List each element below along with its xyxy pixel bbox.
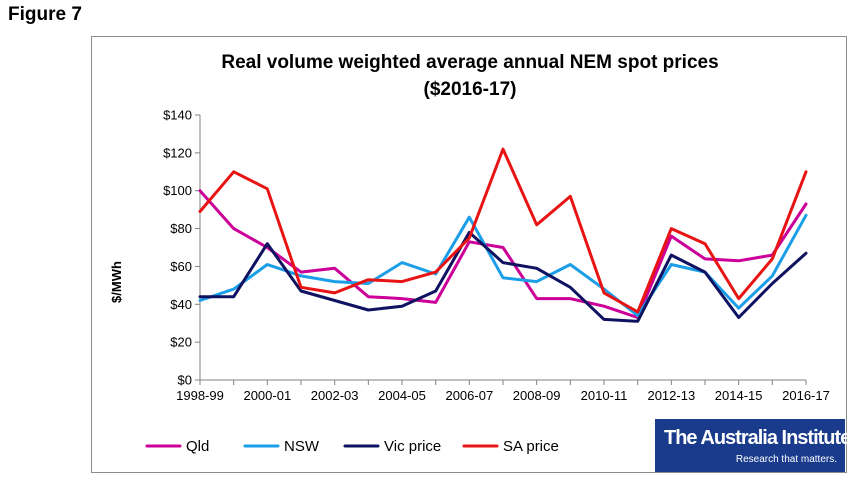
logo-tagline: Research that matters. xyxy=(735,454,837,465)
x-tick-label: 2012-13 xyxy=(647,388,695,403)
series-line-qld xyxy=(198,189,808,319)
figure-label: Figure 7 xyxy=(8,4,82,25)
y-tick-label: $0 xyxy=(178,373,192,388)
legend-label-vic-price: Vic price xyxy=(384,438,441,455)
series-lines xyxy=(198,147,808,323)
x-tick-label: 2002-03 xyxy=(311,388,359,403)
x-tick-label: 2016-17 xyxy=(782,388,830,403)
series-line-vic-price xyxy=(198,230,808,323)
australia-institute-logo: The Australia Institute Research that ma… xyxy=(655,419,851,472)
chart-subtitle: ($2016-17) xyxy=(424,79,517,100)
x-tick-labels: 1998-99 2000-01 2002-03 2004-05 2006-07 2008-… xyxy=(176,380,830,403)
y-tick-label: $40 xyxy=(170,297,192,312)
legend-label-nsw: NSW xyxy=(284,438,320,455)
y-tick-labels: $0 $20 $40 $60 $80 $100 $120 $140 xyxy=(163,108,200,388)
y-tick-label: $100 xyxy=(163,183,192,198)
logo-name: The Australia Institute xyxy=(664,427,851,449)
y-tick-label: $80 xyxy=(170,221,192,236)
y-tick-label: $20 xyxy=(170,335,192,350)
series-line-sa-price xyxy=(198,147,808,314)
y-axis-label: $/MWh xyxy=(109,261,124,303)
legend: Qld NSW Vic price SA price xyxy=(145,438,559,455)
y-tick-label: $140 xyxy=(163,108,192,123)
chart-title: Real volume weighted average annual NEM … xyxy=(221,52,718,73)
x-tick-label: 2000-01 xyxy=(243,388,291,403)
x-tick-label: 2010-11 xyxy=(581,388,628,403)
y-tick-label: $120 xyxy=(163,145,192,160)
x-tick-label: 2014-15 xyxy=(715,388,763,403)
x-tick-label: 2008-09 xyxy=(513,388,561,403)
x-tick-label: 2004-05 xyxy=(378,388,426,403)
y-tick-label: $60 xyxy=(170,259,192,274)
legend-label-qld: Qld xyxy=(186,438,209,455)
x-tick-label: 2006-07 xyxy=(445,388,493,403)
chart-frame: Real volume weighted average annual NEM … xyxy=(91,36,847,473)
line-chart: Real volume weighted average annual NEM … xyxy=(109,52,830,455)
x-tick-label: 1998-99 xyxy=(176,388,224,403)
legend-label-sa-price: SA price xyxy=(503,438,559,455)
